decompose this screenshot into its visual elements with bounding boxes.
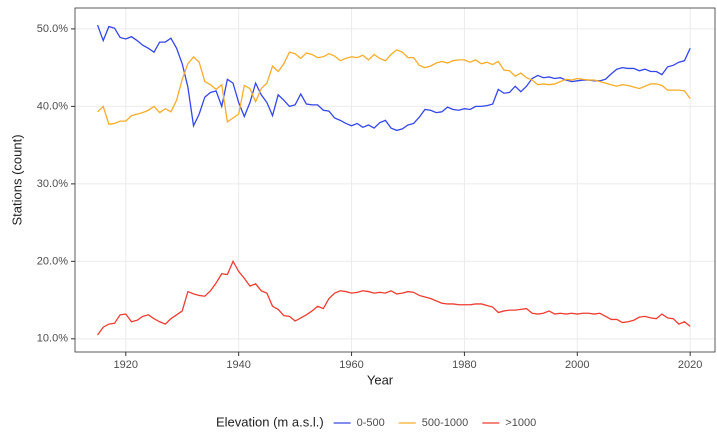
x-tick-label: 2020 [678, 359, 702, 371]
panel-border [74, 7, 716, 353]
y-tick-label: 10.0% [37, 333, 68, 345]
y-tick-label: 20.0% [37, 255, 68, 267]
line-series [97, 49, 691, 125]
x-axis-title: Year [367, 372, 394, 387]
y-tick-label: 30.0% [37, 178, 68, 190]
x-tick-label: 1940 [226, 359, 250, 371]
y-tick-label: 40.0% [37, 100, 68, 112]
x-tick-label: 2000 [565, 359, 589, 371]
y-axis-title: Stations (count) [9, 134, 24, 225]
x-tick-label: 1980 [452, 359, 476, 371]
x-tick-label: 1960 [339, 359, 363, 371]
legend-label: 500-1000 [422, 417, 469, 429]
legend-title: Elevation (m a.s.l.) [216, 414, 324, 429]
legend-label: 0-500 [357, 417, 385, 429]
x-tick-label: 1920 [114, 359, 138, 371]
line-series [96, 24, 691, 132]
line-series [97, 259, 691, 336]
y-tick-label: 50.0% [37, 23, 68, 35]
legend-label: >1000 [505, 417, 536, 429]
